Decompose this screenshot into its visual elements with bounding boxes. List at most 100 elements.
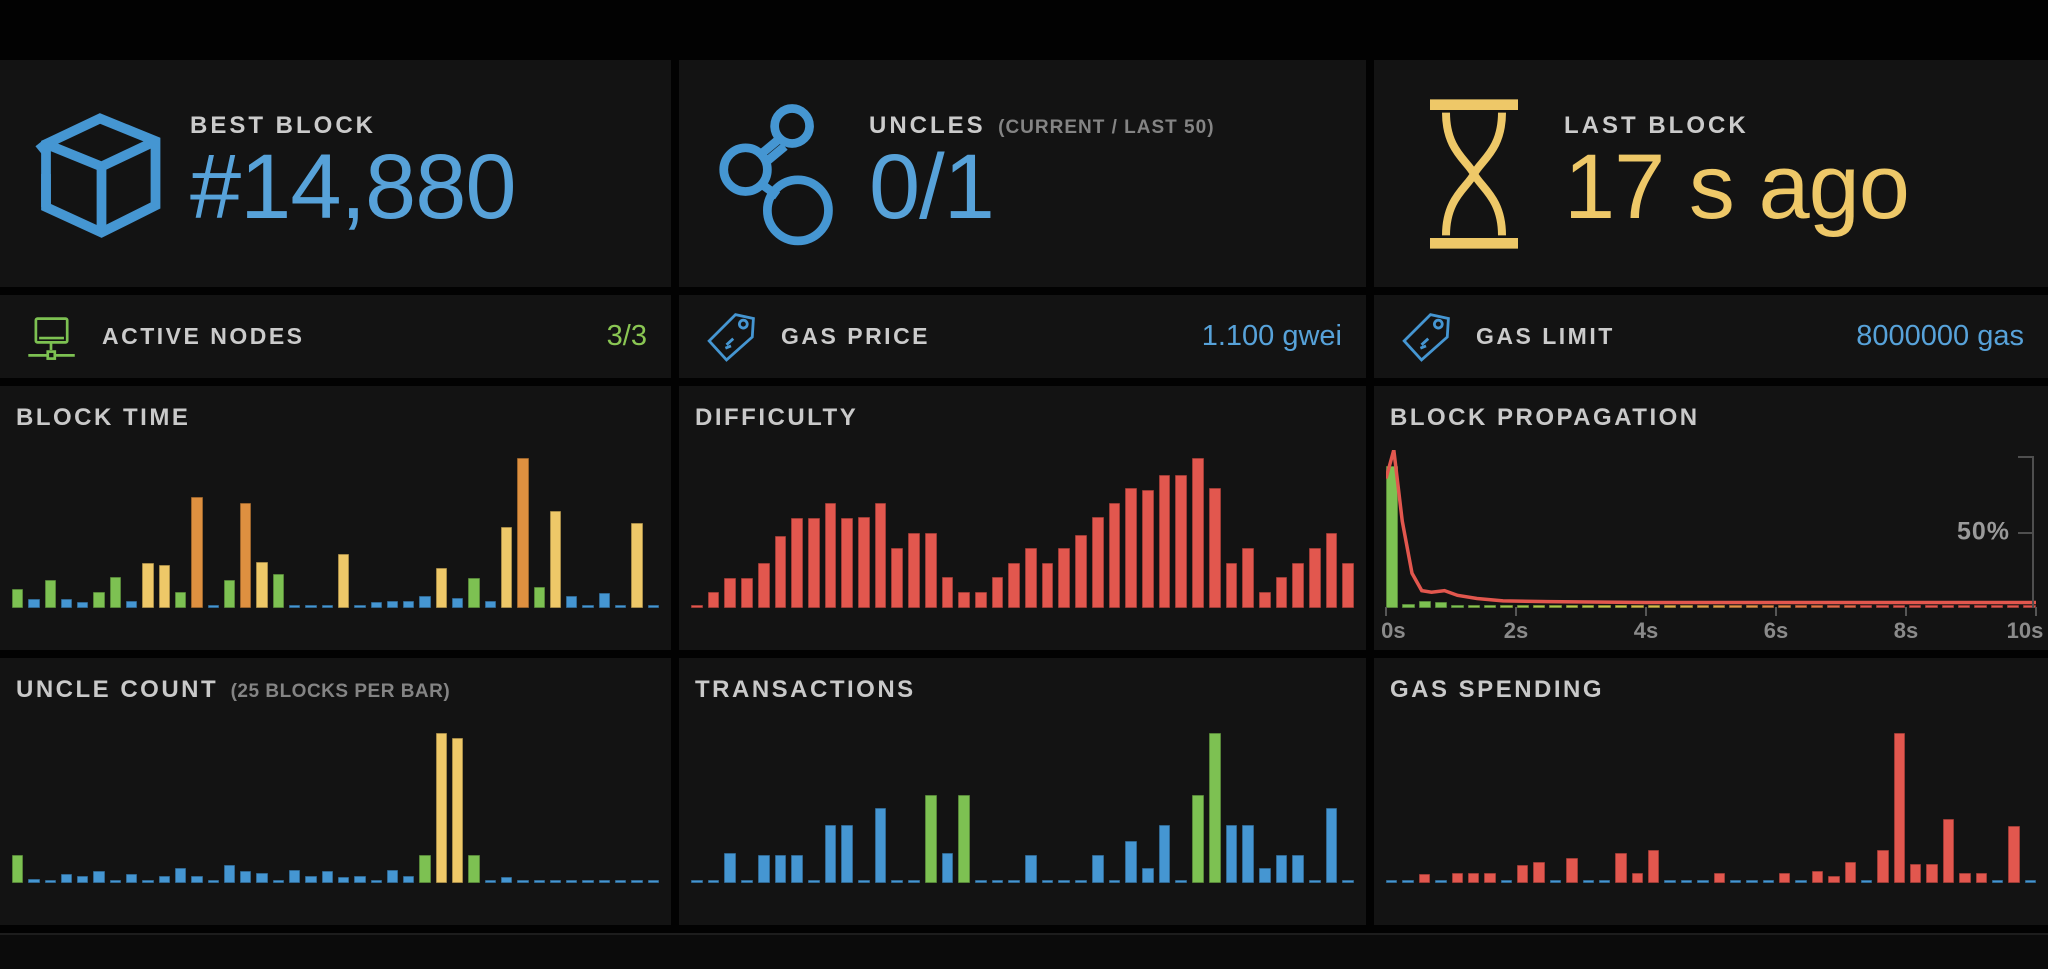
chart-bar (1795, 880, 1807, 883)
chart-bar (841, 824, 854, 883)
chart-bar (598, 880, 610, 883)
chart-bar (741, 578, 753, 608)
transactions-title: TRANSACTIONS (695, 676, 916, 703)
chart-bar (1325, 808, 1338, 883)
chart-bar (386, 600, 399, 608)
x-axis-tick (1905, 607, 1907, 616)
chart-bar (724, 853, 737, 883)
chart-bar (958, 591, 970, 608)
chart-bar (691, 605, 703, 608)
chart-bar (1208, 488, 1221, 608)
chart-bar (321, 605, 333, 608)
chart-bar (223, 865, 236, 883)
chart-bar (1192, 794, 1204, 883)
block-propagation-bars (1386, 456, 2036, 608)
chart-bar (1342, 880, 1355, 883)
chart-bar (924, 794, 937, 883)
chart-bar (1631, 872, 1643, 883)
chart-bar (1258, 591, 1271, 608)
chart-bar (1108, 503, 1121, 608)
node-monitor-icon (24, 310, 86, 364)
chart-bar (1991, 880, 2004, 883)
chart-bar (924, 533, 937, 608)
chart-bar (44, 579, 56, 608)
chart-bar (1275, 576, 1288, 608)
block-time-bars (12, 456, 659, 608)
x-axis-tick (2035, 607, 2037, 616)
chart-bar (1484, 605, 1497, 608)
chart-bar (1648, 850, 1660, 883)
chart-bar (419, 854, 431, 883)
chart-bar (1309, 548, 1321, 608)
chart-bar (1859, 605, 1873, 608)
uncles-icon (689, 94, 869, 254)
chart-bar (791, 854, 803, 883)
propagation-curve (1386, 450, 2036, 608)
y-axis: 50% (1957, 456, 2034, 608)
chart-bar (757, 563, 770, 608)
uncle-count-chart-panel: UNCLE COUNT (25 BLOCKS PER BAR) (0, 658, 671, 925)
chart-bar (1225, 563, 1238, 608)
chart-bar (1843, 605, 1856, 608)
chart-bar (891, 548, 904, 608)
chart-title-row: DIFFICULTY (695, 404, 858, 432)
chart-bar (60, 599, 73, 608)
chart-bar (1075, 880, 1087, 883)
chart-bar (484, 880, 496, 883)
chart-bar (44, 880, 56, 883)
chart-bar (435, 567, 448, 608)
chart-bar (370, 880, 382, 883)
best-block-value: #14,880 (190, 135, 517, 238)
x-axis-label: 4s (1633, 618, 1659, 643)
chart-bar (1309, 880, 1321, 883)
chart-bar (1664, 880, 1676, 883)
chart-bar (1402, 603, 1415, 608)
chart-bar (1402, 880, 1414, 883)
chart-bar (824, 824, 837, 883)
chart-bar (1418, 874, 1431, 883)
chart-bar (158, 875, 170, 883)
chart-bar (321, 871, 333, 883)
gas-spending-title: GAS SPENDING (1390, 676, 1605, 703)
chart-bar (1959, 872, 1971, 883)
chart-bar (549, 880, 562, 883)
chart-bar (500, 527, 513, 608)
chart-bar (991, 576, 1004, 608)
x-axis-label: 8s (1893, 618, 1919, 643)
x-axis-tick (1385, 607, 1387, 616)
chart-bar (500, 877, 513, 883)
chart-bar (533, 880, 545, 883)
chart-bar (1582, 880, 1594, 883)
block-time-title: BLOCK TIME (16, 404, 191, 431)
chart-bar (974, 591, 987, 608)
chart-bar (468, 578, 480, 608)
last-block-panel: LAST BLOCK 17 s ago (1374, 60, 2048, 287)
chart-bar (1125, 488, 1137, 608)
chart-bar (807, 880, 820, 883)
chart-bar (1876, 605, 1889, 608)
gas-price-value: 1.100 gwei (1201, 320, 1342, 352)
chart-bar (941, 853, 954, 883)
x-axis-labels: 0s 2s 4s 6s 8s 10s (1381, 607, 2043, 650)
chart-bar (93, 871, 105, 883)
chart-bar (435, 733, 448, 883)
chart-bar (1942, 818, 1955, 883)
chart-bar (858, 880, 870, 883)
chart-bar (1746, 880, 1758, 883)
chart-bar (142, 880, 154, 883)
chart-bar (1192, 458, 1204, 608)
chart-bar (874, 503, 887, 608)
chart-bar (1325, 533, 1338, 608)
chart-bar (1386, 465, 1399, 608)
chart-title-row: TRANSACTIONS (695, 676, 916, 704)
chart-bar (1729, 605, 1742, 608)
chart-bar (1566, 857, 1578, 883)
chart-bar (566, 596, 578, 608)
chart-bar (1909, 605, 1922, 608)
chart-bar (354, 875, 366, 883)
chart-bar (1516, 605, 1530, 608)
chart-bar (93, 591, 105, 608)
chart-bar (1975, 872, 1987, 883)
chart-bar (28, 878, 40, 883)
difficulty-chart-panel: DIFFICULTY (679, 386, 1366, 650)
